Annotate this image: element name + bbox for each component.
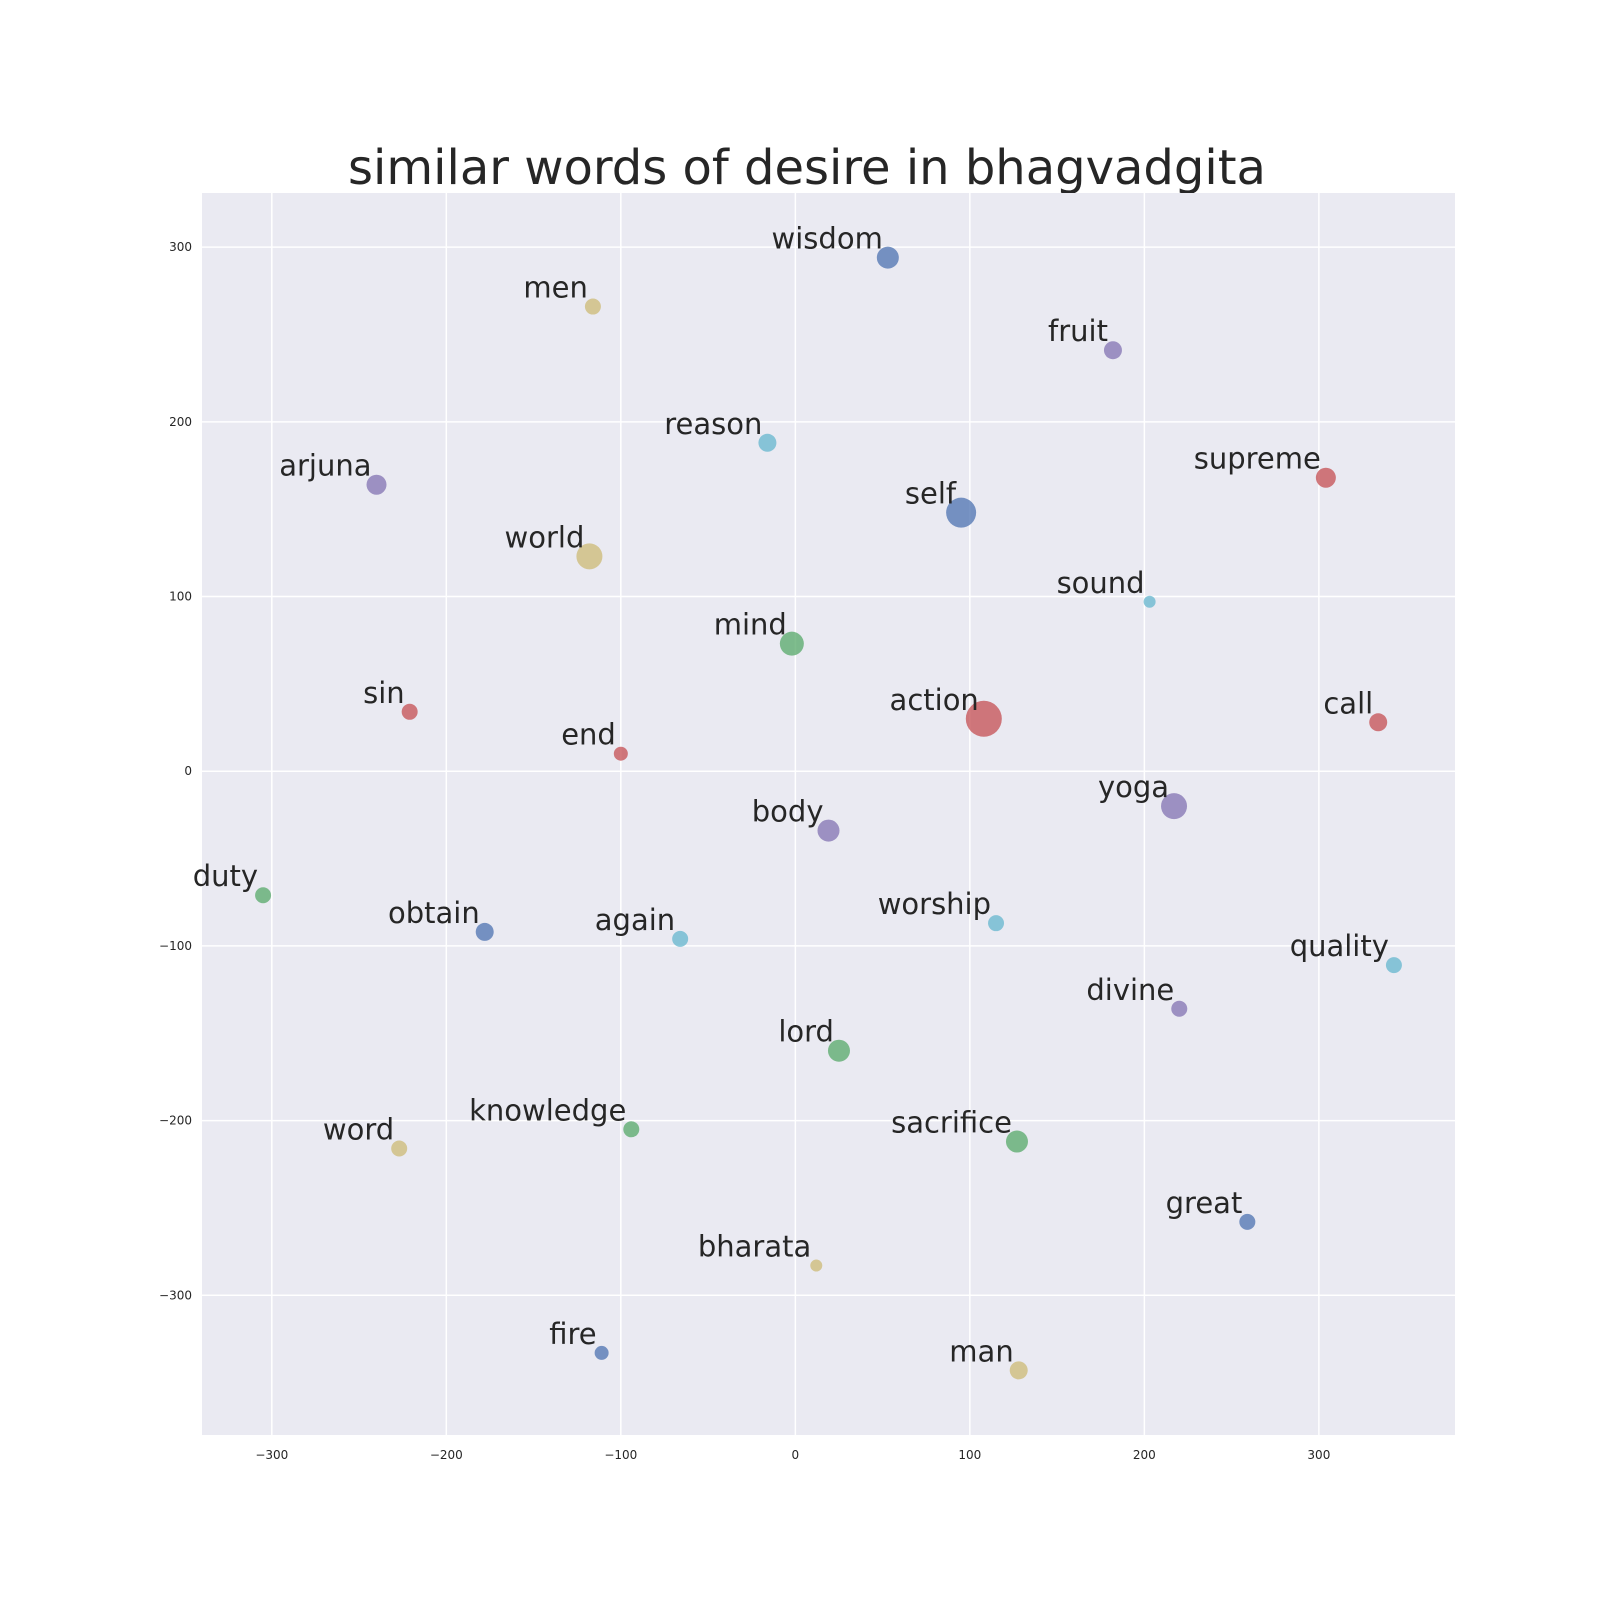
point-label-world: world [505, 520, 585, 554]
point-label-sound: sound [1057, 566, 1145, 600]
point-label-fire: fire [549, 1317, 596, 1351]
point-label-wisdom: wisdom [772, 222, 883, 256]
point-supreme [1315, 467, 1336, 488]
point-fire [594, 1345, 609, 1360]
point-sacrifice [1005, 1130, 1028, 1153]
point-world [576, 543, 603, 570]
point-label-sin: sin [363, 676, 405, 710]
point-arjuna [366, 474, 387, 495]
point-man [1009, 1361, 1028, 1380]
point-label-divine: divine [1086, 973, 1174, 1007]
x-tick-label: 0 [792, 1448, 800, 1462]
point-sin [401, 703, 418, 720]
point-label-bharata: bharata [698, 1230, 811, 1264]
x-tick-label: 100 [958, 1448, 981, 1462]
point-label-self: self [905, 477, 957, 511]
point-fruit [1103, 341, 1122, 360]
point-sound [1143, 595, 1156, 608]
point-knowledge [623, 1121, 640, 1138]
y-tick-label: −300 [159, 1288, 192, 1302]
point-lord [827, 1039, 850, 1062]
grid [202, 193, 1455, 1435]
point-label-quality: quality [1290, 929, 1389, 963]
point-again [672, 930, 689, 947]
point-label-call: call [1323, 686, 1373, 720]
point-label-knowledge: knowledge [469, 1093, 626, 1127]
point-label-fruit: fruit [1048, 314, 1108, 348]
axis-ticks: −300 −200 −100 0 100 200 300 300 200 100 0 −100 −200… [159, 240, 1330, 1462]
x-tick-label: 200 [1133, 1448, 1156, 1462]
point-label-body: body [752, 795, 824, 829]
point-divine [1171, 1000, 1188, 1017]
point-yoga [1161, 793, 1188, 820]
point-label-great: great [1166, 1186, 1243, 1220]
point-end [613, 746, 628, 761]
point-label-men: men [523, 271, 587, 305]
point-bharata [810, 1259, 823, 1272]
point-label-end: end [561, 718, 616, 752]
point-mind [779, 631, 804, 656]
point-self [946, 497, 977, 528]
point-label-again: again [595, 903, 675, 937]
point-label-lord: lord [778, 1015, 834, 1049]
data-labels: wisdom men fruit reason arjuna supreme self wor… [193, 222, 1389, 1369]
point-reason [758, 433, 777, 452]
chart-title: similar words of desire in bhagvadgita [348, 140, 1266, 196]
point-label-sacrifice: sacrifice [891, 1106, 1012, 1140]
point-great [1239, 1213, 1256, 1230]
x-tick-label: 300 [1307, 1448, 1330, 1462]
y-tick-label: 300 [169, 240, 192, 254]
point-label-reason: reason [664, 407, 762, 441]
point-worship [988, 915, 1005, 932]
point-call [1369, 713, 1388, 732]
point-body [817, 819, 840, 842]
point-label-yoga: yoga [1098, 770, 1169, 804]
x-tick-label: −200 [430, 1448, 463, 1462]
point-label-word: word [323, 1113, 394, 1147]
point-label-obtain: obtain [388, 896, 480, 930]
point-duty [255, 887, 272, 904]
y-tick-label: 100 [169, 590, 192, 604]
y-tick-label: 200 [169, 415, 192, 429]
plot-area [202, 193, 1455, 1435]
y-tick-label: −200 [159, 1114, 192, 1128]
point-label-worship: worship [878, 887, 991, 921]
x-tick-label: −300 [255, 1448, 288, 1462]
point-label-supreme: supreme [1194, 442, 1321, 476]
point-quality [1385, 957, 1402, 974]
y-tick-label: 0 [184, 764, 192, 778]
point-label-mind: mind [714, 608, 787, 642]
y-tick-label: −100 [159, 939, 192, 953]
point-obtain [475, 922, 494, 941]
x-tick-label: −100 [604, 1448, 637, 1462]
point-wisdom [876, 246, 899, 269]
point-label-man: man [949, 1334, 1013, 1368]
point-word [391, 1140, 408, 1157]
data-points [255, 246, 1402, 1380]
point-label-action: action [890, 683, 979, 717]
point-label-arjuna: arjuna [279, 449, 371, 483]
point-label-duty: duty [193, 859, 258, 893]
point-action [965, 700, 1002, 737]
point-men [584, 298, 601, 315]
